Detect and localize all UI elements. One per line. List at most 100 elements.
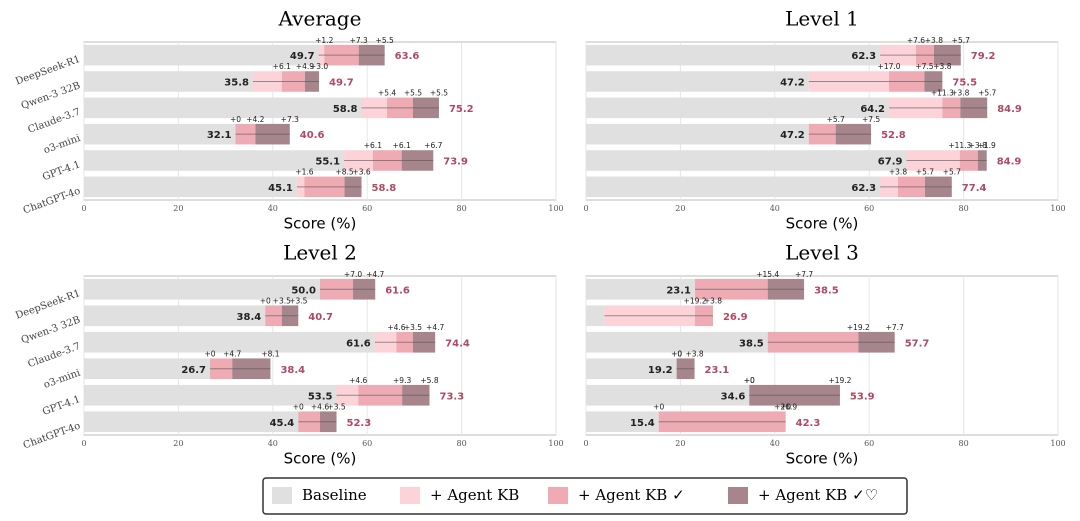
- x-tick-label: 60: [362, 204, 372, 213]
- legend-swatch: [400, 487, 420, 504]
- increment-label: +3.5: [327, 402, 345, 411]
- total-label: 40.6: [300, 130, 325, 141]
- increment-label: +4.9: [296, 62, 314, 71]
- total-label: 84.9: [997, 157, 1022, 168]
- increment-label: +0: [671, 349, 682, 358]
- legend-label: Baseline: [302, 486, 367, 504]
- chart-title: Level 3: [785, 241, 859, 265]
- baseline-bar: [586, 331, 768, 353]
- increment-label: +4.6: [311, 402, 329, 411]
- increment-label: +26.9: [774, 402, 797, 411]
- total-label: 40.7: [308, 312, 333, 323]
- plot-area: [585, 41, 1059, 201]
- increment-label: +7.7: [886, 323, 904, 332]
- total-label: 75.2: [449, 104, 474, 115]
- increment-label: +5.5: [404, 89, 422, 98]
- baseline-bar: [586, 97, 890, 119]
- total-label: 79.2: [971, 51, 996, 62]
- increment-label: +4.7: [426, 323, 444, 332]
- total-label: 23.1: [705, 365, 730, 376]
- increment-label: +5.7: [827, 115, 845, 124]
- total-label: 84.9: [997, 104, 1022, 115]
- baseline-label: 26.7: [181, 365, 206, 376]
- x-tick-label: 80: [457, 204, 467, 213]
- plot-area: [83, 275, 557, 436]
- total-label: 52.3: [347, 418, 372, 429]
- baseline-bar: [84, 331, 375, 353]
- increment-label: +3.6: [352, 168, 370, 177]
- increment-label: +3.8: [704, 296, 722, 305]
- x-axis-label: Score (%): [786, 450, 859, 468]
- baseline-bar: [586, 278, 696, 300]
- increment-label: +4.7: [366, 270, 384, 279]
- increment-label: +0: [671, 349, 682, 358]
- increment-label: +9.3: [393, 376, 411, 385]
- baseline-bar: [84, 176, 297, 198]
- increment-label: +3.5: [404, 323, 422, 332]
- chart-title: Level 2: [283, 241, 357, 265]
- category-label: o3-mini: [42, 133, 82, 156]
- category-label: Qwen-3 32B: [20, 80, 82, 112]
- increment-label: +0: [780, 402, 791, 411]
- x-axis-label: Score (%): [786, 215, 859, 233]
- increment-label: +5.7: [916, 168, 934, 177]
- increment-label: +8.1: [261, 349, 279, 358]
- increment-label: +0: [293, 402, 304, 411]
- x-tick-label: 40: [770, 204, 780, 213]
- legend-swatch: [728, 487, 748, 504]
- increment-label: +7.3: [281, 115, 299, 124]
- baseline-label: 62.3: [851, 51, 876, 62]
- increment-label: +19.2: [684, 296, 707, 305]
- increment-label: +0: [653, 402, 664, 411]
- increment-label: +4.7: [223, 349, 241, 358]
- baseline-bar: [84, 44, 319, 66]
- x-tick-label: 40: [770, 439, 780, 448]
- x-tick-label: 20: [675, 204, 685, 213]
- total-label: 61.6: [385, 285, 410, 296]
- x-axis-label: Score (%): [284, 450, 357, 468]
- x-tick-label: 60: [362, 439, 372, 448]
- total-label: 26.9: [723, 312, 748, 323]
- total-label: 38.5: [814, 285, 839, 296]
- x-tick-label: 100: [548, 439, 563, 448]
- increment-label: +3.8: [685, 349, 703, 358]
- increment-label: +0: [204, 349, 215, 358]
- baseline-label: 62.3: [851, 183, 876, 194]
- x-tick-label: 20: [173, 439, 183, 448]
- x-tick-label: 0: [81, 204, 86, 213]
- x-tick-label: 80: [959, 204, 969, 213]
- increment-label: +6.7: [424, 141, 442, 150]
- increment-label: +3.8: [951, 89, 969, 98]
- increment-label: +3.0: [310, 62, 328, 71]
- x-tick-label: 40: [268, 439, 278, 448]
- total-label: 73.3: [440, 391, 465, 402]
- baseline-label: 47.2: [780, 78, 805, 89]
- increment-label: +7.3: [350, 36, 368, 45]
- baseline-bar: [586, 411, 659, 433]
- increment-label: +3.5: [289, 296, 307, 305]
- x-tick-label: 0: [583, 204, 588, 213]
- baseline-label: 58.8: [333, 104, 358, 115]
- x-tick-label: 100: [1050, 439, 1065, 448]
- increment-label: +5.7: [943, 168, 961, 177]
- category-label: o3-mini: [42, 368, 82, 391]
- x-tick-label: 100: [1050, 204, 1065, 213]
- increment-label: +0: [744, 376, 755, 385]
- baseline-label: 34.6: [721, 391, 746, 402]
- increment-label: +5.5: [376, 36, 394, 45]
- baseline-label: 35.8: [224, 78, 249, 89]
- baseline-label: 15.4: [630, 418, 655, 429]
- total-label: 74.4: [445, 338, 470, 349]
- baseline-bar: [84, 384, 337, 406]
- total-label: 75.5: [952, 78, 977, 89]
- baseline-bar: [586, 358, 677, 380]
- increment-label: +0: [260, 296, 271, 305]
- legend-label: + Agent KB ✓♡: [758, 486, 878, 504]
- baseline-label: 38.4: [237, 312, 262, 323]
- increment-label: +5.8: [420, 376, 438, 385]
- baseline-bar: [586, 123, 809, 145]
- increment-label: +19.2: [847, 323, 870, 332]
- x-tick-label: 0: [583, 439, 588, 448]
- total-label: 58.8: [372, 183, 397, 194]
- increment-label: +5.5: [430, 89, 448, 98]
